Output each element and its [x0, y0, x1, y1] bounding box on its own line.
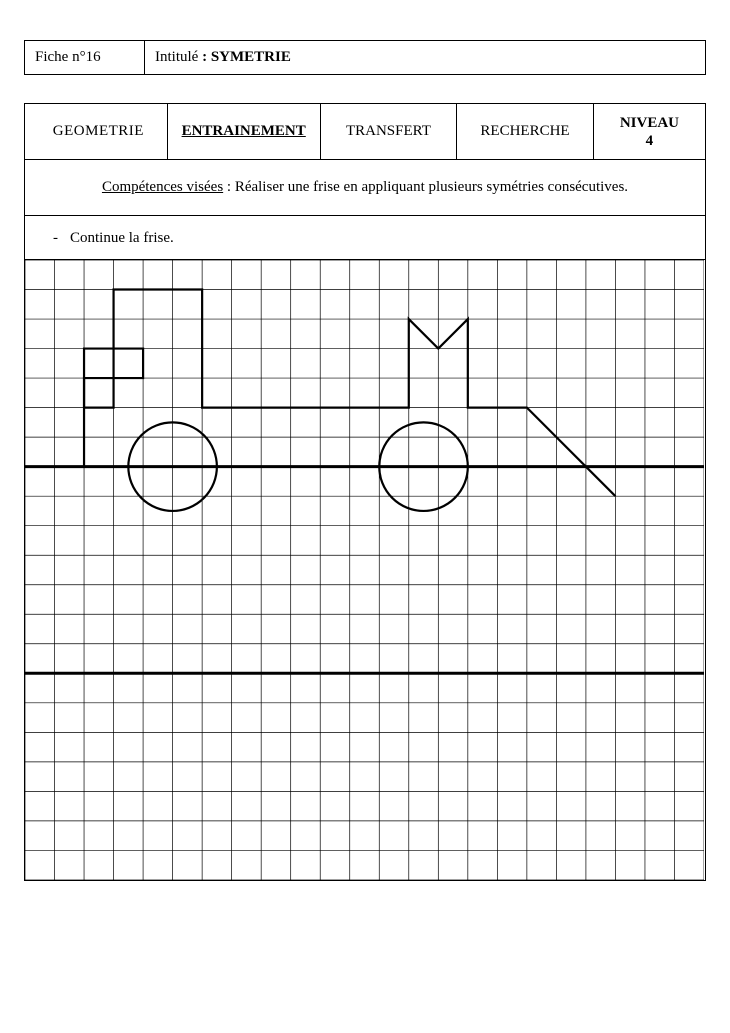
cell-transfert: TRANSFERT — [320, 104, 457, 160]
niveau-num: 4 — [646, 133, 654, 149]
cell-niveau: NIVEAU 4 — [593, 104, 705, 160]
cell-entrainement: ENTRAINEMENT — [167, 104, 320, 160]
fiche-number: Fiche n°16 — [25, 41, 145, 75]
instruction-text: Continue la frise. — [70, 230, 174, 246]
category-table: GEOMETRIE ENTRAINEMENT TRANSFERT RECHERC… — [24, 103, 706, 216]
intitule-label: Intitulé — [155, 49, 198, 65]
niveau-label: NIVEAU — [620, 115, 679, 131]
grid-svg — [25, 260, 704, 880]
fiche-header-table: Fiche n°16 Intitulé : SYMETRIE — [24, 40, 706, 75]
competences-cell: Compétences visées : Réaliser une frise … — [25, 160, 706, 216]
competences-label: Compétences visées — [102, 179, 223, 195]
intitule-value: : SYMETRIE — [202, 49, 291, 65]
instruction-block: -Continue la frise. — [24, 216, 706, 260]
cell-geometrie: GEOMETRIE — [25, 104, 168, 160]
competences-text: : Réaliser une frise en appliquant plusi… — [223, 179, 628, 195]
exercise-grid — [24, 260, 706, 881]
cell-recherche: RECHERCHE — [457, 104, 594, 160]
fiche-intitule: Intitulé : SYMETRIE — [145, 41, 706, 75]
instruction-bullet: - — [53, 230, 58, 246]
